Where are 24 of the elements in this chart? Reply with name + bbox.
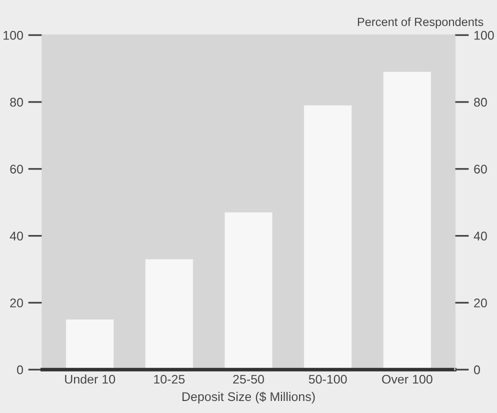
bar <box>66 319 114 370</box>
y2-tick-label: 40 <box>474 232 487 240</box>
x-axis-title: Deposit Size ($ Millions) <box>182 392 315 404</box>
y-tick-label: 40 <box>10 232 24 240</box>
y2-tick-label: 60 <box>474 164 487 174</box>
x-tick-label: 50-100 <box>308 374 347 384</box>
bar <box>145 259 193 370</box>
bar <box>304 105 352 370</box>
bar <box>224 212 272 370</box>
y-tick-label: 0 <box>17 365 24 374</box>
bar <box>383 72 431 370</box>
y2-axis-title: Percent of Respondents <box>358 17 484 28</box>
x-tick-label: 25-50 <box>233 374 264 384</box>
y-tick-label: 20 <box>10 298 24 308</box>
x-tick-label: Under 10 <box>65 374 116 384</box>
y2-tick-label: 80 <box>474 98 487 107</box>
x-tick-label: Over 100 <box>382 374 432 384</box>
y-tick-label: 100 <box>4 30 24 40</box>
y2-tick-label: 20 <box>474 298 487 308</box>
y-tick-label: 60 <box>10 164 24 174</box>
y2-tick-label: 100 <box>474 30 494 40</box>
x-tick-label: 10-25 <box>154 374 185 384</box>
y2-tick-label: 0 <box>474 365 480 374</box>
y-tick-label: 80 <box>10 98 24 107</box>
